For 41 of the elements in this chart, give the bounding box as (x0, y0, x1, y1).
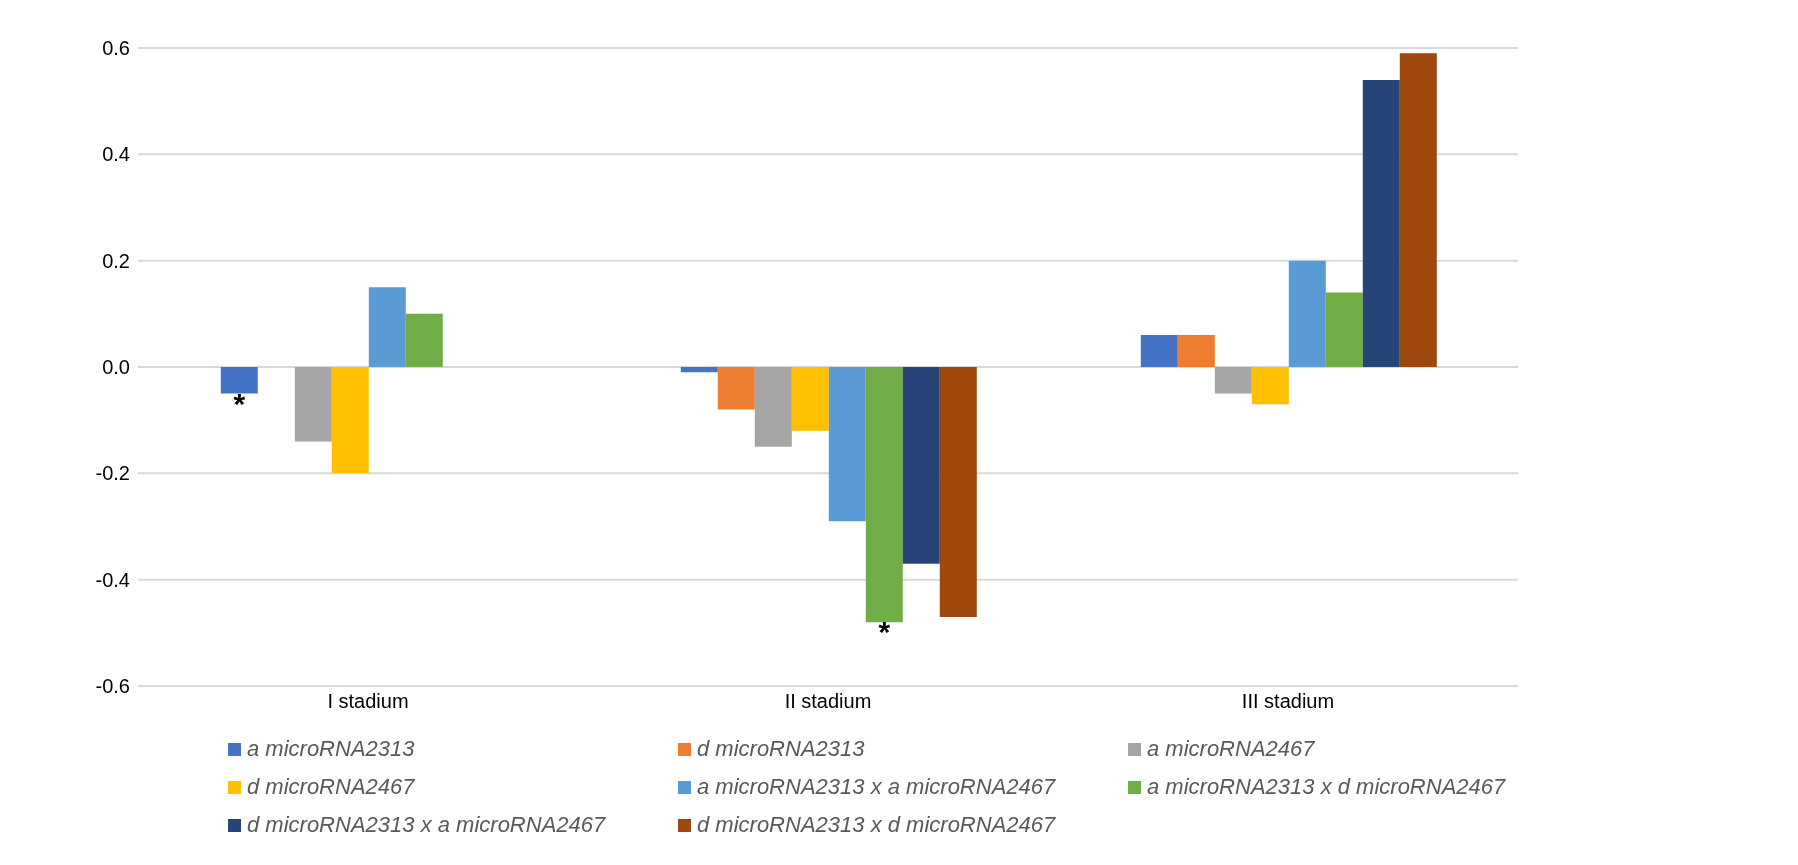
legend-label: d microRNA2467 (247, 774, 415, 800)
bar (865, 367, 903, 623)
bar (1214, 367, 1252, 394)
bar (1325, 292, 1363, 367)
bar (1140, 335, 1178, 367)
y-tick-label: -0.2 (95, 462, 130, 485)
x-tick-label: II stadium (784, 690, 872, 713)
bar (828, 367, 866, 522)
y-tick-label: 0.6 (102, 37, 130, 60)
legend-label: d microRNA2313 x d microRNA2467 (697, 812, 1056, 838)
legend-label: a microRNA2313 x d microRNA2467 (1147, 774, 1506, 800)
legend-label: a microRNA2313 (247, 736, 415, 762)
bar (1288, 260, 1326, 367)
bar (331, 367, 369, 474)
y-tick-label: 0.0 (102, 356, 130, 379)
bar (1362, 79, 1400, 367)
legend-label: a microRNA2313 x a microRNA2467 (697, 774, 1056, 800)
legend-label: a microRNA2467 (1147, 736, 1315, 762)
x-tick-label: I stadium (327, 690, 409, 713)
y-tick-label: 0.2 (102, 249, 130, 272)
bar (902, 367, 940, 564)
bar (1251, 367, 1289, 405)
bar (680, 367, 718, 373)
bar (220, 367, 258, 394)
data-label: * (878, 615, 891, 649)
bar (405, 313, 443, 367)
bar (368, 287, 406, 367)
y-tick-label: 0.4 (102, 143, 130, 166)
bar (1177, 335, 1215, 367)
x-tick-label: III stadium (1241, 690, 1335, 713)
bar (754, 367, 792, 447)
y-tick-label: -0.4 (95, 568, 130, 591)
bar (791, 367, 829, 431)
legend-label: d microRNA2313 x a microRNA2467 (247, 812, 606, 838)
legend-label: d microRNA2313 (697, 736, 865, 762)
bar (294, 367, 332, 442)
bar (717, 367, 755, 410)
bar (939, 367, 977, 617)
y-tick-label: -0.6 (95, 675, 130, 698)
bar (1399, 53, 1437, 367)
data-label: * (233, 386, 246, 420)
